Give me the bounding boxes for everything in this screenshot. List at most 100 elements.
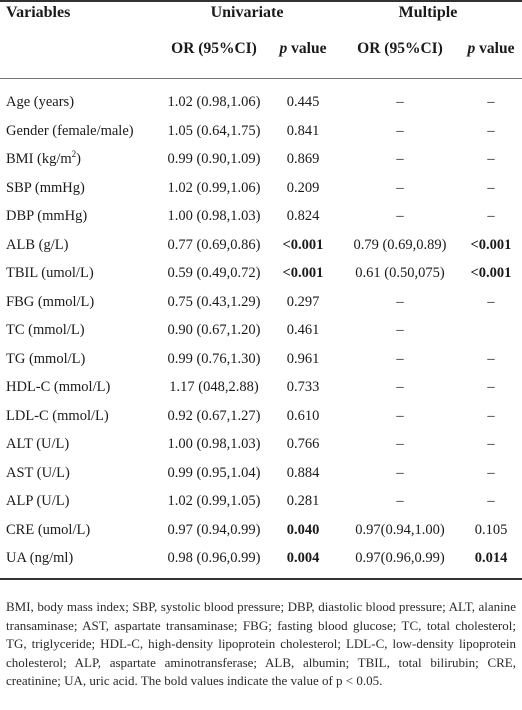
row-multiple-or: – <box>396 465 404 481</box>
row-univariate-p: 0.884 <box>286 465 320 481</box>
header-uni-or: OR (95%CI) <box>171 40 257 57</box>
header-univariate: Univariate <box>210 4 284 21</box>
row-multiple-or: – <box>396 436 404 452</box>
row-multiple-p: – <box>487 436 495 452</box>
row-variable-text: ALT (U/L) <box>6 436 70 452</box>
row-multiple-or: 0.79 (0.69,0.89) <box>353 237 447 253</box>
row-variable: TBIL (umol/L) <box>6 264 94 282</box>
row-univariate-or: 1.00 (0.98,1.03) <box>167 436 261 452</box>
row-variable: ALT (U/L) <box>6 435 69 453</box>
row-variable-text: TC (mmol/L) <box>6 322 85 338</box>
row-univariate-or: 0.77 (0.69,0.86) <box>167 237 261 253</box>
row-variable: CRE (umol/L) <box>6 521 90 539</box>
row-multiple-p: <0.001 <box>470 265 512 281</box>
header-mul-or: OR (95%CI) <box>357 40 443 57</box>
row-univariate-or: 1.00 (0.98,1.03) <box>167 208 261 224</box>
row-multiple-p: – <box>487 465 495 481</box>
row-univariate-p: 0.281 <box>286 493 320 509</box>
row-univariate-p: 0.040 <box>286 522 320 538</box>
row-univariate-or: 0.97 (0.94,0.99) <box>167 522 261 538</box>
header-mul-p: p value <box>463 40 519 58</box>
row-univariate-or: 0.75 (0.43,1.29) <box>167 294 261 310</box>
row-univariate-p: 0.461 <box>286 322 320 338</box>
row-univariate-p: 0.209 <box>286 180 320 196</box>
row-multiple-or: – <box>396 493 404 509</box>
row-variable-text: ALP (U/L) <box>6 493 70 509</box>
row-univariate-or: 0.99 (0.90,1.09) <box>167 151 261 167</box>
row-variable-text: TBIL (umol/L) <box>6 265 94 281</box>
row-univariate-p: 0.445 <box>286 94 320 110</box>
row-multiple-p: – <box>487 493 495 509</box>
row-univariate-p: 0.610 <box>286 408 320 424</box>
row-univariate-or: 1.02 (0.99,1.06) <box>167 180 261 196</box>
row-univariate-p: 0.824 <box>286 208 320 224</box>
row-variable-text: FBG (mmol/L) <box>6 294 95 310</box>
header-variables: Variables <box>6 4 71 21</box>
row-variable-tail: ) <box>76 151 81 167</box>
row-univariate-or: 1.02 (0.98,1.06) <box>167 94 261 110</box>
row-multiple-or: 0.97(0.96,0.99) <box>355 550 445 566</box>
row-multiple-p: – <box>487 123 495 139</box>
row-multiple-p: – <box>487 208 495 224</box>
row-variable: ALP (U/L) <box>6 492 70 510</box>
row-variable-text: LDL-C (mmol/L) <box>6 408 109 424</box>
row-multiple-p: 0.105 <box>474 522 508 538</box>
row-univariate-or: 1.17 (048,2.88) <box>169 379 259 395</box>
header-uni-p: p value <box>270 40 336 58</box>
row-variable: AST (U/L) <box>6 464 70 482</box>
row-univariate-or: 0.59 (0.49,0.72) <box>167 265 261 281</box>
row-variable: TC (mmol/L) <box>6 321 85 339</box>
row-univariate-p: 0.869 <box>286 151 320 167</box>
row-variable: SBP (mmHg) <box>6 179 85 197</box>
row-univariate-p: <0.001 <box>282 237 324 253</box>
row-variable: DBP (mmHg) <box>6 207 87 225</box>
header-multiple: Multiple <box>398 4 458 21</box>
table-footnote: BMI, body mass index; SBP, systolic bloo… <box>6 599 516 688</box>
row-multiple-or: – <box>396 379 404 395</box>
row-multiple-or: – <box>396 322 404 338</box>
row-variable: Age (years) <box>6 93 74 111</box>
row-variable-text: ALB (g/L) <box>6 237 69 253</box>
row-variable-superscript: 2 <box>71 149 77 160</box>
row-univariate-or: 0.99 (0.95,1.04) <box>167 465 261 481</box>
row-multiple-or: – <box>396 123 404 139</box>
header-bottom-rule <box>0 78 522 79</box>
row-variable: HDL-C (mmol/L) <box>6 378 110 396</box>
row-variable-text: Age (years) <box>6 94 75 110</box>
row-variable-text: UA (ng/ml) <box>6 550 74 566</box>
row-multiple-p: – <box>487 351 495 367</box>
row-univariate-p: 0.004 <box>286 550 320 566</box>
row-multiple-or: – <box>396 408 404 424</box>
row-variable-text: HDL-C (mmol/L) <box>6 379 111 395</box>
row-multiple-p: – <box>487 151 495 167</box>
row-multiple-or: – <box>396 180 404 196</box>
row-variable-text: CRE (umol/L) <box>6 522 91 538</box>
row-multiple-p: – <box>487 408 495 424</box>
table-bottom-rule <box>0 578 522 580</box>
header-uni-p-rest: value <box>287 40 327 57</box>
row-multiple-or: 0.97(0.94,1.00) <box>355 522 445 538</box>
row-univariate-p: 0.297 <box>286 294 320 310</box>
row-multiple-or: – <box>396 294 404 310</box>
row-multiple-p: – <box>487 180 495 196</box>
row-variable-text: AST (U/L) <box>6 465 70 481</box>
row-multiple-p: <0.001 <box>470 237 512 253</box>
row-variable: BMI (kg/m2) <box>6 150 81 168</box>
row-univariate-or: 1.02 (0.99,1.05) <box>167 493 261 509</box>
row-multiple-p: – <box>487 294 495 310</box>
row-variable: FBG (mmol/L) <box>6 293 94 311</box>
row-variable: TG (mmol/L) <box>6 350 85 368</box>
row-univariate-or: 0.99 (0.76,1.30) <box>167 351 261 367</box>
row-variable-text: DBP (mmHg) <box>6 208 88 224</box>
row-multiple-or: – <box>396 94 404 110</box>
row-variable: LDL-C (mmol/L) <box>6 407 109 425</box>
row-variable-text: Gender (female/male) <box>6 123 134 139</box>
header-mul-p-italic: p <box>467 40 476 57</box>
row-multiple-p: – <box>487 94 495 110</box>
row-multiple-or: 0.61 (0.50,075) <box>355 265 445 281</box>
row-univariate-or: 0.98 (0.96,0.99) <box>167 550 261 566</box>
row-variable: UA (ng/ml) <box>6 549 73 567</box>
row-multiple-or: – <box>396 351 404 367</box>
row-univariate-or: 0.92 (0.67,1.27) <box>167 408 261 424</box>
